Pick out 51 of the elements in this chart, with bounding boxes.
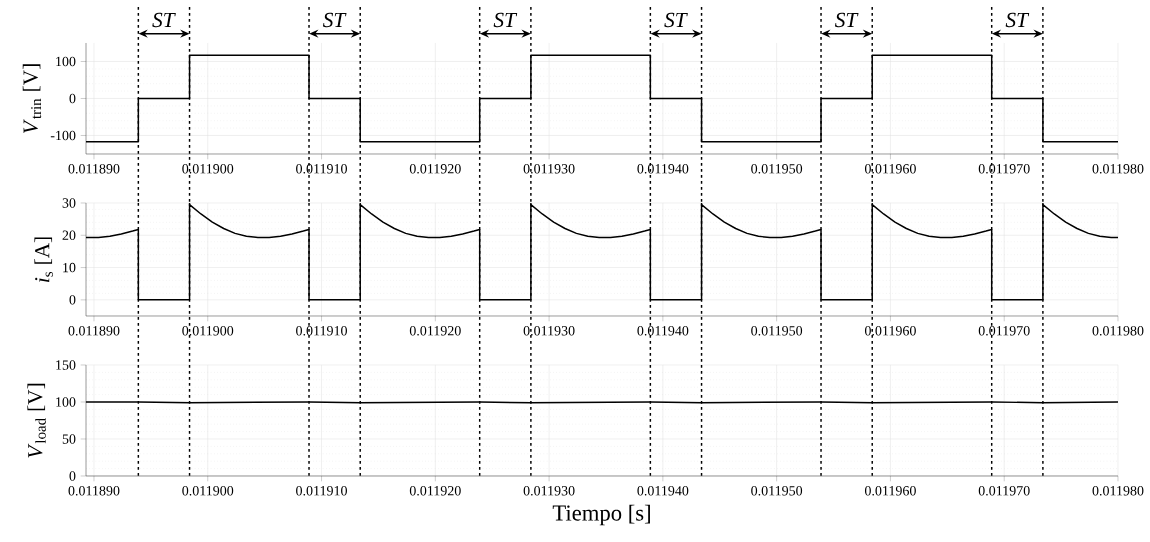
text: ST (834, 12, 859, 28)
x-tick-label: 0.011890 (68, 164, 120, 174)
x-axis-title: Tiempo [s] (552, 504, 650, 526)
x-tick-label: 0.011920 (409, 326, 461, 336)
x-tick-label: 0.011940 (637, 486, 689, 496)
y-tick-label: 150 (56, 360, 76, 370)
x-tick-label: 0.011960 (864, 326, 916, 336)
text: ST (152, 12, 176, 28)
y-tick-label: 0 (69, 93, 76, 104)
text: ST (322, 12, 347, 28)
x-tick-label: 0.011910 (296, 326, 347, 336)
text: ST (493, 12, 518, 28)
x-tick-label: 0.011960 (864, 486, 916, 496)
text: ST (664, 12, 688, 28)
y-tick-label: 30 (62, 198, 76, 208)
y-tick-label: 100 (56, 397, 76, 407)
y-tick-label: 100 (56, 56, 76, 67)
y-axis-title: V$_{trin}$ [V] (22, 64, 42, 134)
y-axis-title: i$_{s}$ [A] (34, 237, 53, 282)
y-tick-label: 20 (62, 230, 76, 241)
x-tick-label: 0.011900 (182, 326, 234, 336)
x-tick-label: 0.011930 (523, 486, 575, 496)
x-tick-label: 0.011950 (751, 164, 803, 174)
y-tick-label: 50 (62, 434, 76, 444)
x-tick-label: 0.011980 (1092, 486, 1144, 496)
x-tick-label: 0.011980 (1092, 164, 1144, 174)
x-tick-label: 0.011910 (296, 164, 347, 174)
x-tick-label: 0.011930 (523, 326, 575, 336)
y-tick-label: 0 (69, 295, 76, 305)
x-tick-label: 0.011890 (68, 326, 120, 336)
x-tick-label: 0.011960 (864, 164, 916, 174)
x-tick-label: 0.011910 (296, 486, 347, 496)
x-tick-label: 0.011970 (978, 486, 1030, 496)
y-tick-label: -100 (50, 130, 76, 141)
x-tick-label: 0.011930 (523, 164, 575, 174)
x-tick-label: 0.011950 (751, 326, 803, 336)
text: ST (1005, 12, 1030, 28)
x-tick-label: 0.011920 (409, 486, 461, 496)
x-tick-label: 0.011950 (751, 486, 803, 496)
x-tick-label: 0.011970 (978, 164, 1030, 174)
x-tick-label: 0.011890 (68, 486, 120, 496)
x-tick-label: 0.011970 (978, 326, 1030, 336)
y-axis-title: V$_{load}$ [V] (27, 383, 46, 458)
x-tick-label: 0.011980 (1092, 326, 1144, 336)
x-tick-label: 0.011900 (182, 486, 234, 496)
y-tick-label: 10 (63, 262, 76, 273)
x-tick-label: 0.011900 (182, 164, 234, 174)
x-tick-label: 0.011940 (637, 326, 689, 336)
x-tick-label: 0.011920 (409, 164, 461, 174)
x-tick-label: 0.011940 (637, 164, 689, 174)
y-tick-label: 0 (69, 471, 76, 481)
